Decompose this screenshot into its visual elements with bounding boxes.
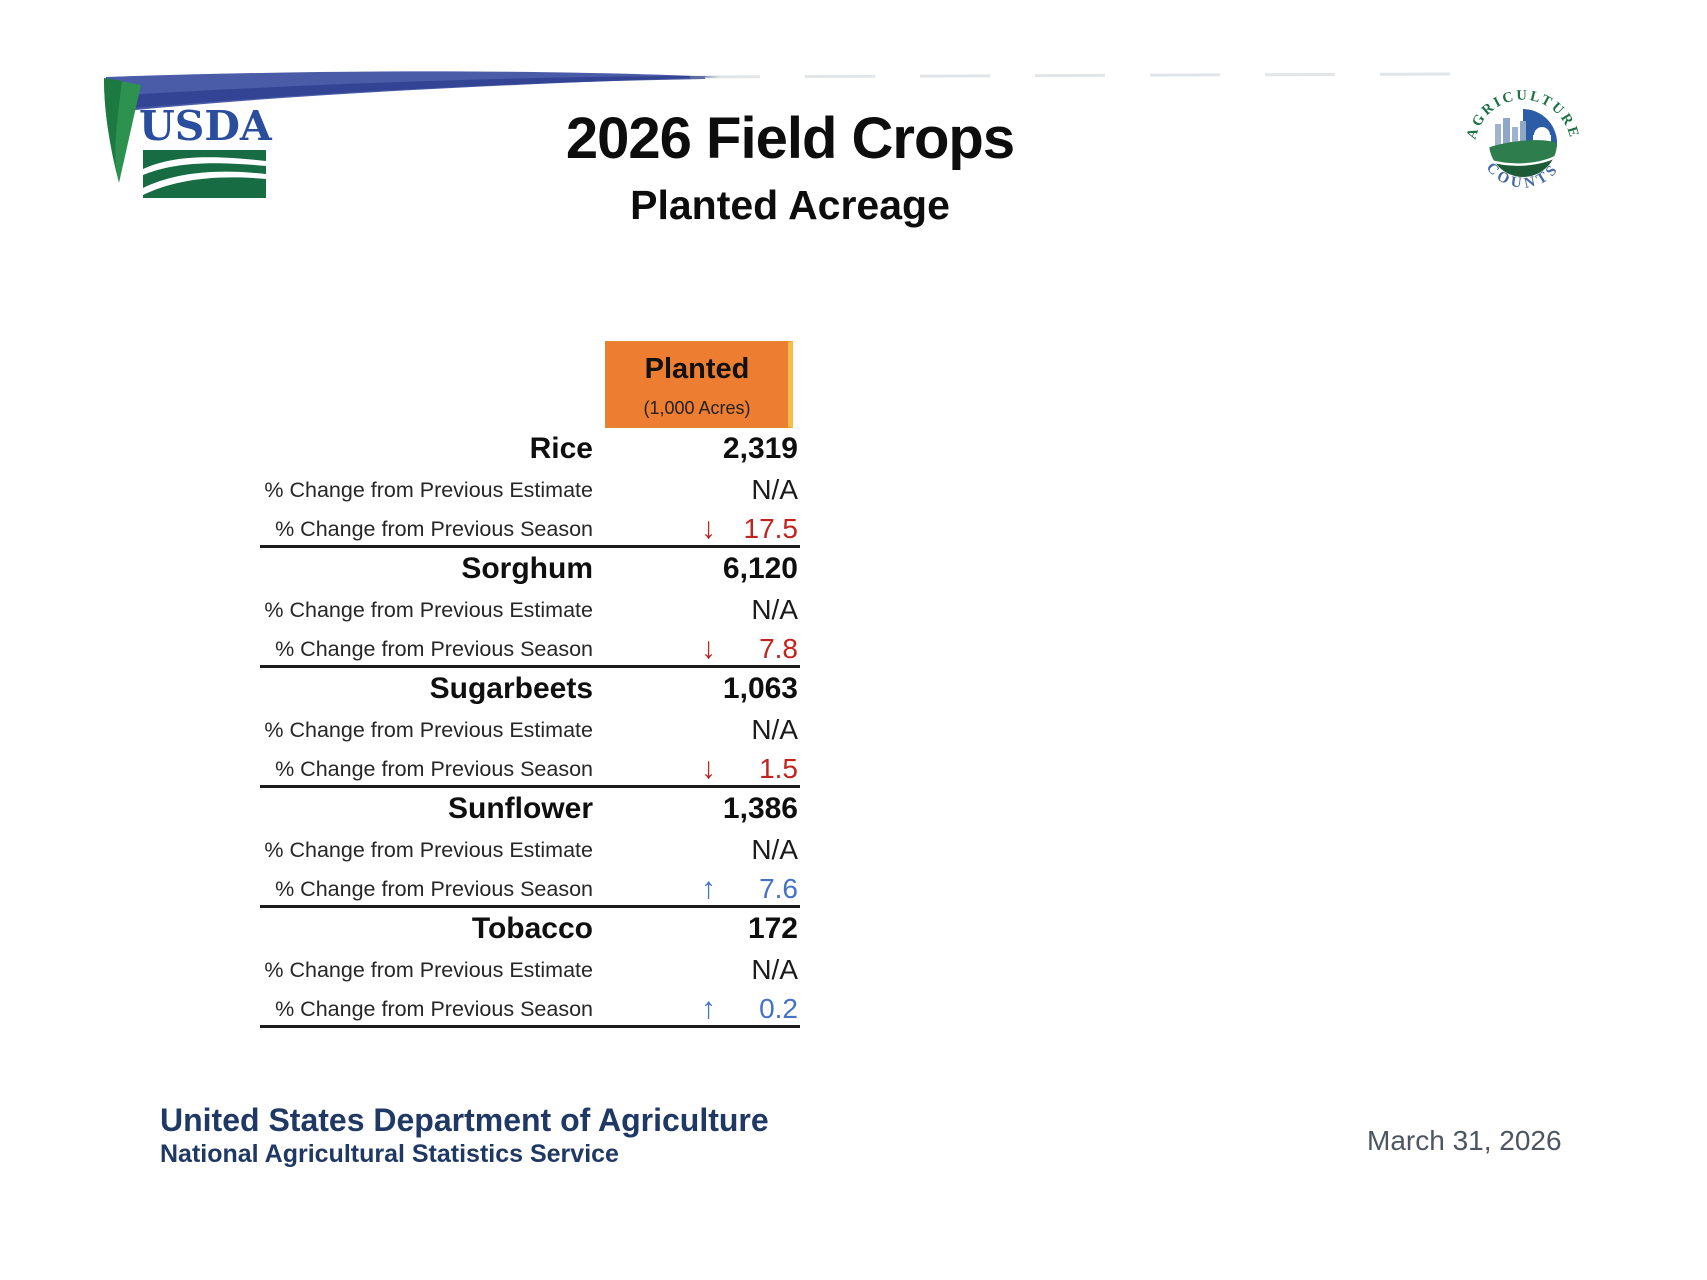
planted-value: 172 xyxy=(747,912,798,945)
season-change-value: 1.5 xyxy=(759,753,798,784)
table-row: % Change from Previous Estimate N/A xyxy=(260,590,800,630)
crop-name: Tobacco xyxy=(471,912,593,945)
season-change-label: % Change from Previous Season xyxy=(275,636,593,661)
estimate-change-label: % Change from Previous Estimate xyxy=(264,597,593,622)
estimate-change-value: N/A xyxy=(751,594,798,625)
agriculture-counts-seal-icon: AGRICULTURE COUNTS xyxy=(1463,81,1583,201)
planted-column-header: Planted (1,000 Acres) xyxy=(605,341,793,428)
footer-service-name: National Agricultural Statistics Service xyxy=(160,1140,619,1168)
estimate-change-label: % Change from Previous Estimate xyxy=(264,837,593,862)
planted-value: 1,386 xyxy=(722,792,798,825)
trend-down-icon: ↓ xyxy=(701,632,716,665)
swoosh-gray-tail xyxy=(689,72,1451,79)
column-header-title: Planted xyxy=(644,353,750,385)
trend-up-icon: ↑ xyxy=(701,872,716,905)
season-change-label: % Change from Previous Season xyxy=(275,756,593,781)
trend-up-icon: ↑ xyxy=(701,992,716,1025)
table-row: Sorghum 6,120 xyxy=(260,548,800,590)
table-row: % Change from Previous Season ↓ 1.5 xyxy=(260,750,800,788)
footer-agency-name: United States Department of Agriculture xyxy=(160,1102,769,1138)
season-change-value: 17.5 xyxy=(743,513,799,544)
top-swoosh-decoration xyxy=(104,71,1451,183)
table-row: Tobacco 172 xyxy=(260,908,800,950)
estimate-change-value: N/A xyxy=(751,714,798,745)
season-change-label: % Change from Previous Season xyxy=(275,876,593,901)
swoosh-green-wedge-shade xyxy=(104,78,122,183)
season-change-label: % Change from Previous Season xyxy=(275,996,593,1021)
table-row: Sugarbeets 1,063 xyxy=(260,668,800,710)
planted-value: 2,319 xyxy=(722,432,798,465)
swoosh-navy-edge xyxy=(110,76,705,110)
season-change-label: % Change from Previous Season xyxy=(275,516,593,541)
season-change-cell: ↓ 17.5 xyxy=(593,513,800,545)
estimate-change-label: % Change from Previous Estimate xyxy=(264,957,593,982)
estimate-change-value: N/A xyxy=(751,474,798,505)
crop-name: Sunflower xyxy=(447,792,593,825)
usda-logo-field-icon xyxy=(143,150,266,198)
table-body: Rice 2,319 % Change from Previous Estima… xyxy=(260,428,800,1028)
season-change-value: 7.8 xyxy=(759,633,798,664)
estimate-change-label: % Change from Previous Estimate xyxy=(264,717,593,742)
table-row: % Change from Previous Season ↑ 7.6 xyxy=(260,870,800,908)
trend-down-icon: ↓ xyxy=(701,512,716,545)
page-title: 2026 Field Crops xyxy=(565,106,1015,171)
table-row: Rice 2,319 xyxy=(260,428,800,470)
column-header-unit: (1,000 Acres) xyxy=(643,398,751,418)
crop-group-tobacco: Tobacco 172 % Change from Previous Estim… xyxy=(260,908,800,1028)
planted-value: 6,120 xyxy=(722,552,798,585)
table-row: % Change from Previous Season ↓ 17.5 xyxy=(260,510,800,548)
season-change-value: 7.6 xyxy=(759,873,798,904)
season-change-cell: ↓ 1.5 xyxy=(593,753,800,785)
crop-group-rice: Rice 2,319 % Change from Previous Estima… xyxy=(260,428,800,548)
estimate-change-value: N/A xyxy=(751,954,798,985)
crop-name: Sorghum xyxy=(461,552,593,585)
usda-logo-text: USDA xyxy=(139,102,272,150)
crop-group-sorghum: Sorghum 6,120 % Change from Previous Est… xyxy=(260,548,800,668)
trend-down-icon: ↓ xyxy=(701,752,716,785)
table-row: % Change from Previous Estimate N/A xyxy=(260,470,800,510)
crop-name: Rice xyxy=(529,432,593,465)
crop-name: Sugarbeets xyxy=(429,672,593,705)
table-row: Sunflower 1,386 xyxy=(260,788,800,830)
table-row: % Change from Previous Estimate N/A xyxy=(260,950,800,990)
table-row: % Change from Previous Estimate N/A xyxy=(260,830,800,870)
page-subtitle: Planted Acreage xyxy=(630,182,950,228)
season-change-cell: ↓ 7.8 xyxy=(593,633,800,665)
release-date: March 31, 2026 xyxy=(1367,1125,1562,1156)
table-row: % Change from Previous Estimate N/A xyxy=(260,710,800,750)
table-row: % Change from Previous Season ↓ 7.8 xyxy=(260,630,800,668)
planted-value: 1,063 xyxy=(722,672,798,705)
estimate-change-value: N/A xyxy=(751,834,798,865)
crop-group-sugarbeets: Sugarbeets 1,063 % Change from Previous … xyxy=(260,668,800,788)
crop-group-sunflower: Sunflower 1,386 % Change from Previous E… xyxy=(260,788,800,908)
season-change-value: 0.2 xyxy=(759,993,798,1024)
table-row: % Change from Previous Season ↑ 0.2 xyxy=(260,990,800,1028)
season-change-cell: ↑ 7.6 xyxy=(593,873,800,905)
season-change-cell: ↑ 0.2 xyxy=(593,993,800,1025)
estimate-change-label: % Change from Previous Estimate xyxy=(264,477,593,502)
